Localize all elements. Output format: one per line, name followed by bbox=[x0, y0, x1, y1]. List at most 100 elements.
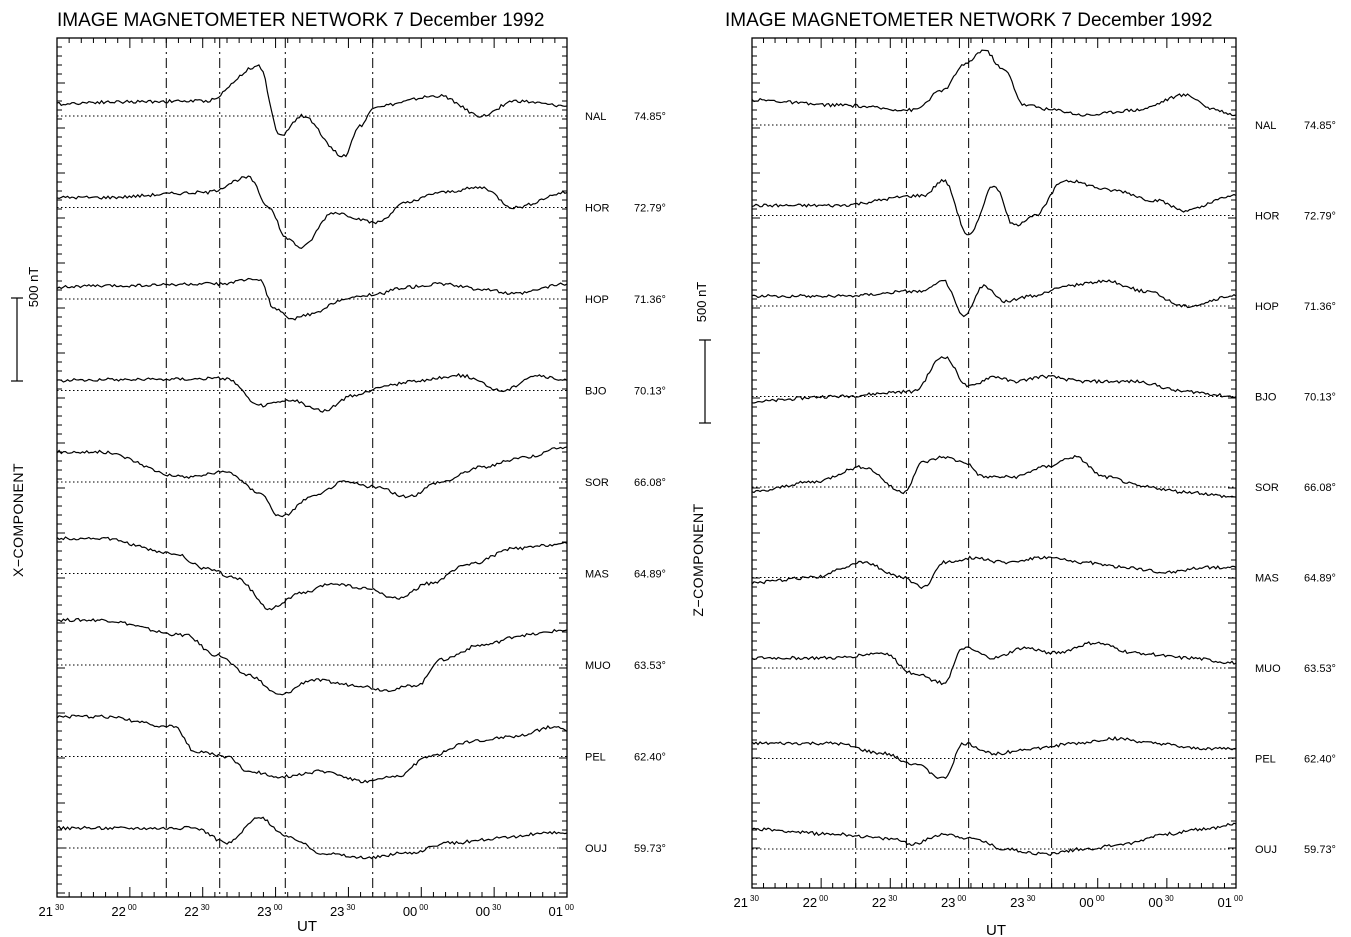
x-tick-label: 00 bbox=[1148, 895, 1162, 910]
x-tick-label: 22 bbox=[803, 895, 817, 910]
station-lat-bjo: 70.13° bbox=[1304, 392, 1336, 404]
trace-mas bbox=[751, 555, 1237, 590]
x-tick-label-minutes: 00 bbox=[565, 903, 574, 912]
station-code-hor: HOR bbox=[585, 203, 610, 215]
x-tick-label-minutes: 00 bbox=[419, 903, 428, 912]
scale-label-right: 500 nT bbox=[694, 282, 709, 323]
station-code-bjo: BJO bbox=[1255, 392, 1277, 404]
x-tick-label: 22 bbox=[184, 904, 198, 919]
trace-mas bbox=[56, 536, 568, 611]
x-axis-label-left: UT bbox=[297, 918, 317, 935]
station-code-nal: NAL bbox=[585, 111, 606, 123]
x-tick-label-minutes: 30 bbox=[492, 903, 501, 912]
trace-hop bbox=[56, 277, 568, 321]
x-tick-label-minutes: 00 bbox=[1096, 894, 1105, 903]
x-axis-label-right: UT bbox=[986, 922, 1006, 937]
x-tick-label: 00 bbox=[1079, 895, 1093, 910]
station-code-ouj: OUJ bbox=[585, 843, 607, 855]
x-tick-label-minutes: 30 bbox=[888, 894, 897, 903]
trace-sor bbox=[751, 454, 1237, 499]
chart-title-right: IMAGE MAGNETOMETER NETWORK 7 December 19… bbox=[725, 10, 1212, 31]
y-axis-label-left: X−COMPONENT bbox=[10, 463, 26, 577]
x-tick-label-minutes: 30 bbox=[201, 903, 210, 912]
x-tick-label: 21 bbox=[39, 904, 53, 919]
x-tick-label-minutes: 00 bbox=[957, 894, 966, 903]
trace-hop bbox=[751, 279, 1237, 318]
station-lat-hor: 72.79° bbox=[634, 203, 666, 215]
x-tick-label: 23 bbox=[330, 904, 344, 919]
x-tick-label-minutes: 00 bbox=[128, 903, 137, 912]
trace-muo bbox=[56, 617, 568, 696]
trace-muo bbox=[751, 641, 1237, 686]
x-tick-label: 23 bbox=[257, 904, 271, 919]
station-lat-mas: 64.89° bbox=[634, 569, 666, 581]
x-tick-label: 22 bbox=[111, 904, 125, 919]
station-lat-muo: 63.53° bbox=[1304, 663, 1336, 675]
plot-frame bbox=[751, 37, 1237, 889]
station-code-sor: SOR bbox=[585, 477, 609, 489]
station-code-muo: MUO bbox=[1255, 663, 1281, 675]
station-code-ouj: OUJ bbox=[1255, 844, 1277, 856]
station-lat-bjo: 70.13° bbox=[634, 386, 666, 398]
trace-pel bbox=[751, 736, 1237, 779]
station-code-muo: MUO bbox=[585, 660, 611, 672]
trace-bjo bbox=[56, 372, 568, 413]
trace-hor bbox=[751, 178, 1237, 236]
x-tick-label: 00 bbox=[476, 904, 490, 919]
trace-nal bbox=[56, 64, 568, 158]
trace-bjo bbox=[751, 356, 1237, 404]
station-code-mas: MAS bbox=[585, 569, 609, 581]
station-lat-pel: 62.40° bbox=[1304, 754, 1336, 766]
station-lat-pel: 62.40° bbox=[634, 752, 666, 764]
x-tick-label-minutes: 30 bbox=[1165, 894, 1174, 903]
x-tick-label-minutes: 30 bbox=[55, 903, 64, 912]
station-code-pel: PEL bbox=[585, 752, 606, 764]
trace-sor bbox=[56, 446, 568, 518]
station-lat-nal: 74.85° bbox=[1304, 120, 1336, 132]
station-code-hor: HOR bbox=[1255, 211, 1280, 223]
station-lat-sor: 66.08° bbox=[634, 477, 666, 489]
station-code-hop: HOP bbox=[585, 294, 609, 306]
trace-ouj bbox=[56, 816, 568, 860]
station-code-bjo: BJO bbox=[585, 386, 607, 398]
trace-nal bbox=[751, 49, 1237, 117]
station-code-mas: MAS bbox=[1255, 573, 1279, 585]
x-tick-label: 21 bbox=[734, 895, 748, 910]
chart-title-left: IMAGE MAGNETOMETER NETWORK 7 December 19… bbox=[57, 10, 544, 31]
station-code-hop: HOP bbox=[1255, 301, 1279, 313]
x-tick-label-minutes: 00 bbox=[274, 903, 283, 912]
station-lat-nal: 74.85° bbox=[634, 111, 666, 123]
station-lat-mas: 64.89° bbox=[1304, 573, 1336, 585]
x-tick-label: 22 bbox=[872, 895, 886, 910]
x-tick-label-minutes: 30 bbox=[1027, 894, 1036, 903]
trace-hor bbox=[56, 175, 568, 249]
station-code-nal: NAL bbox=[1255, 120, 1276, 132]
scale-bar-left: 500 nT bbox=[11, 267, 41, 382]
station-lat-ouj: 59.73° bbox=[634, 843, 666, 855]
x-tick-label: 23 bbox=[1010, 895, 1024, 910]
station-code-sor: SOR bbox=[1255, 482, 1279, 494]
station-lat-muo: 63.53° bbox=[634, 660, 666, 672]
station-lat-hop: 71.36° bbox=[1304, 301, 1336, 313]
station-code-pel: PEL bbox=[1255, 754, 1276, 766]
station-lat-sor: 66.08° bbox=[1304, 482, 1336, 494]
x-tick-label-minutes: 00 bbox=[819, 894, 828, 903]
x-tick-label: 01 bbox=[1218, 895, 1232, 910]
station-lat-ouj: 59.73° bbox=[1304, 844, 1336, 856]
scale-label-left: 500 nT bbox=[26, 267, 41, 308]
x-tick-label-minutes: 30 bbox=[750, 894, 759, 903]
scale-bar-right: 500 nT bbox=[694, 282, 711, 424]
trace-pel bbox=[56, 714, 568, 784]
station-lat-hor: 72.79° bbox=[1304, 211, 1336, 223]
y-axis-label-right: Z−COMPONENT bbox=[690, 503, 706, 616]
station-lat-hop: 71.36° bbox=[634, 294, 666, 306]
x-tick-label-minutes: 00 bbox=[1234, 894, 1243, 903]
trace-ouj bbox=[751, 822, 1237, 856]
x-tick-label: 23 bbox=[941, 895, 955, 910]
x-tick-label-minutes: 30 bbox=[346, 903, 355, 912]
x-tick-label: 00 bbox=[403, 904, 417, 919]
x-tick-label: 01 bbox=[549, 904, 563, 919]
